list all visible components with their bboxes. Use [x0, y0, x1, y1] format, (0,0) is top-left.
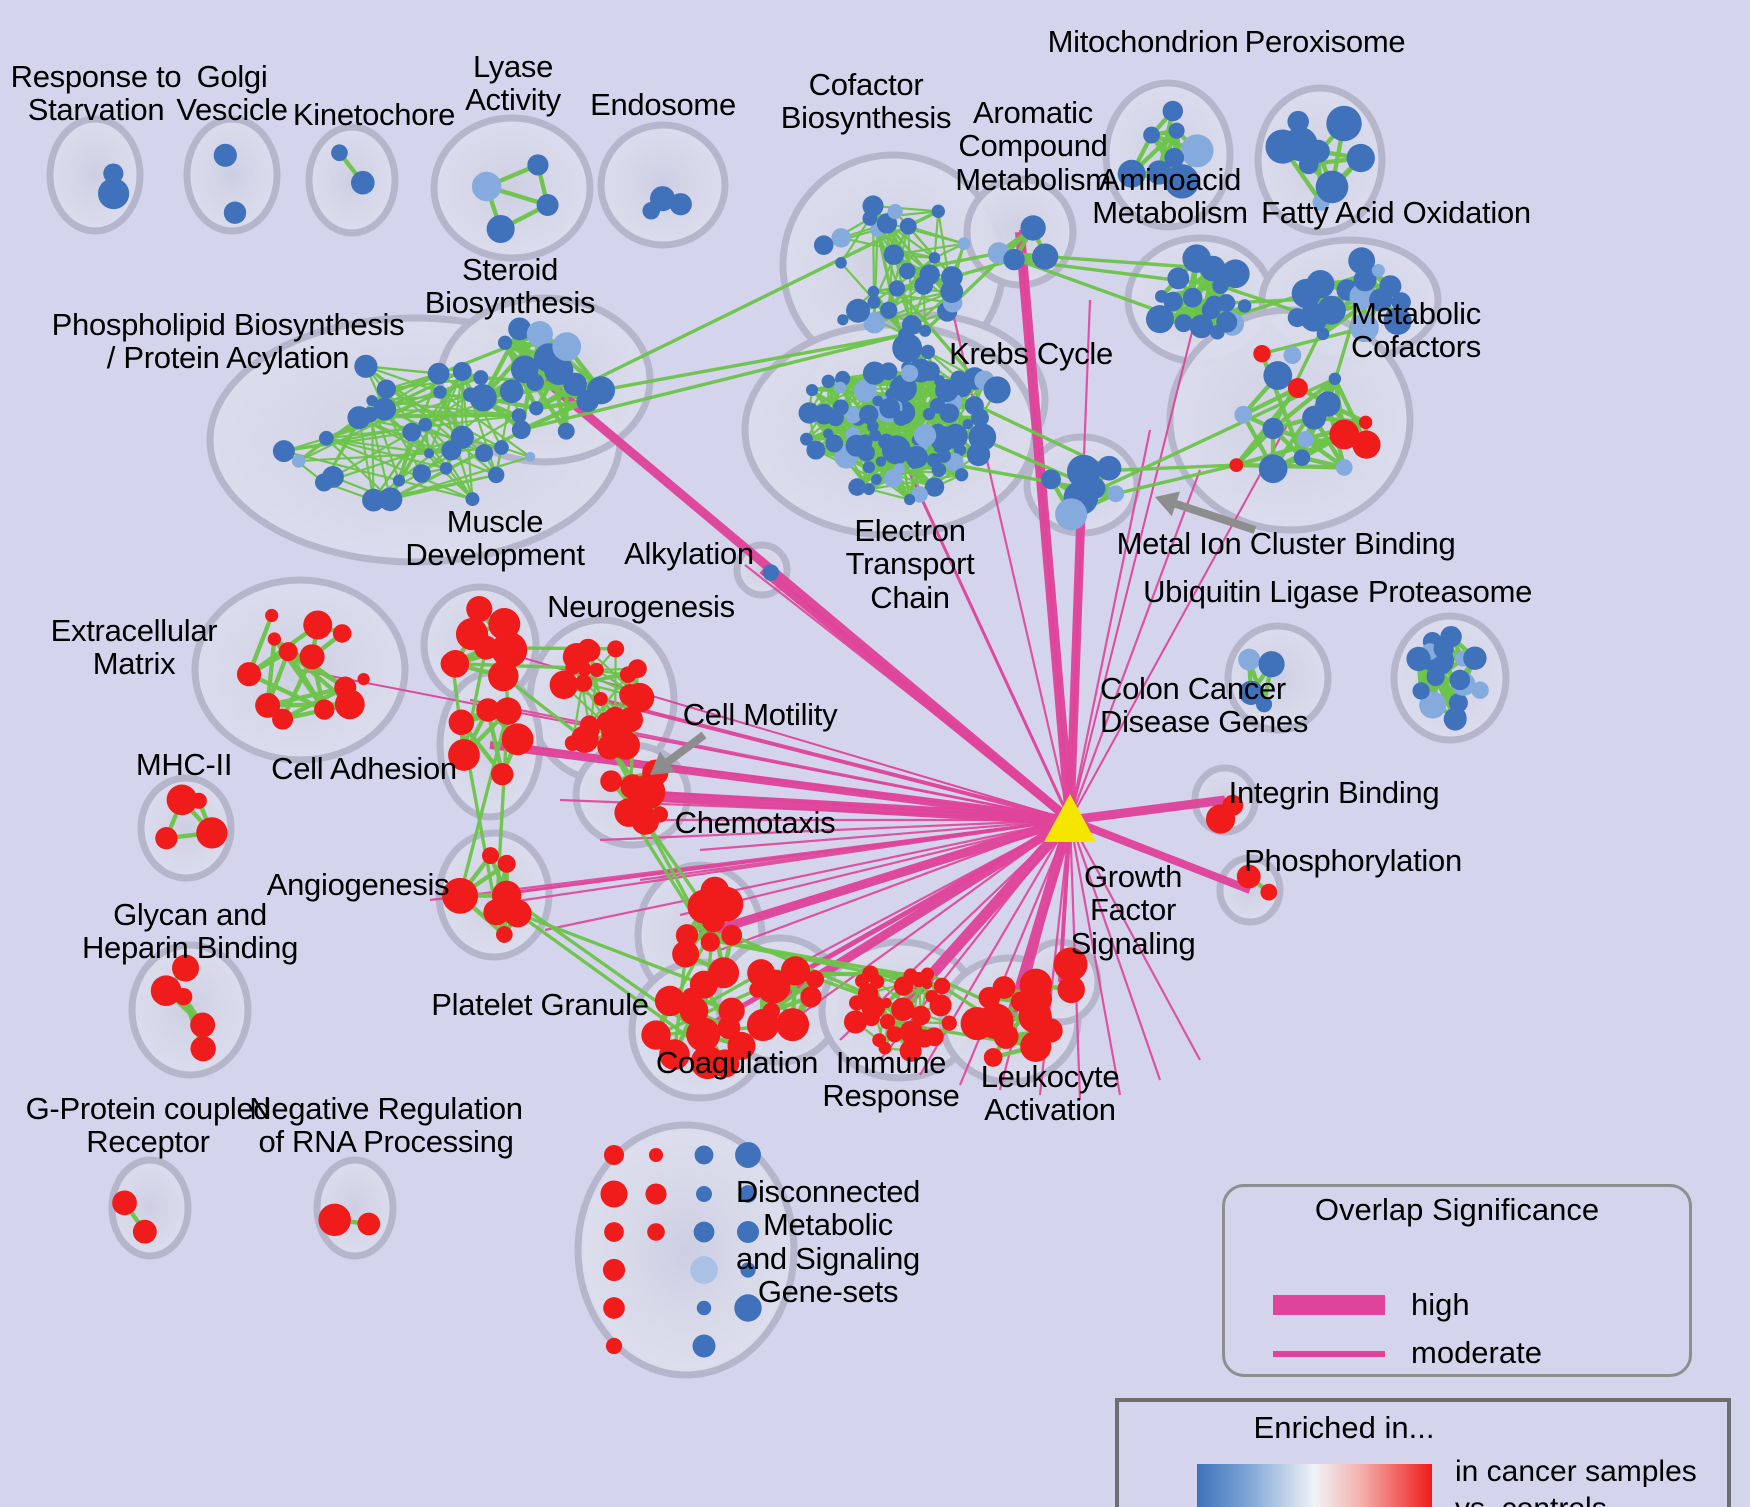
legend-significance-title: Overlap Significance [1314, 1192, 1600, 1227]
legend-high-swatch [1273, 1295, 1385, 1315]
metal-ion-pointer-arrow-icon [1155, 491, 1257, 534]
cell-motility-pointer-arrow-icon [650, 731, 707, 775]
legend-enrichment: Enriched in... Down Up in cancer samples… [1115, 1398, 1731, 1507]
legend-context-label: in cancer samples vs. controls [1455, 1455, 1697, 1507]
cluster-node-layer [97, 100, 1489, 1369]
cluster-halo-layer [46, 79, 1510, 1379]
legend-overlap-significance: Overlap Significance high moderate [1222, 1184, 1692, 1377]
annotation-arrow-layer [650, 491, 1257, 775]
legend-color-gradient [1197, 1464, 1432, 1507]
hub-node-layer [1044, 794, 1096, 842]
legend-high-label: high [1411, 1287, 1470, 1322]
legend-enrichment-title: Enriched in... [1253, 1410, 1435, 1445]
legend-moderate-label: moderate [1411, 1335, 1542, 1370]
legend-moderate-swatch [1273, 1351, 1385, 1357]
